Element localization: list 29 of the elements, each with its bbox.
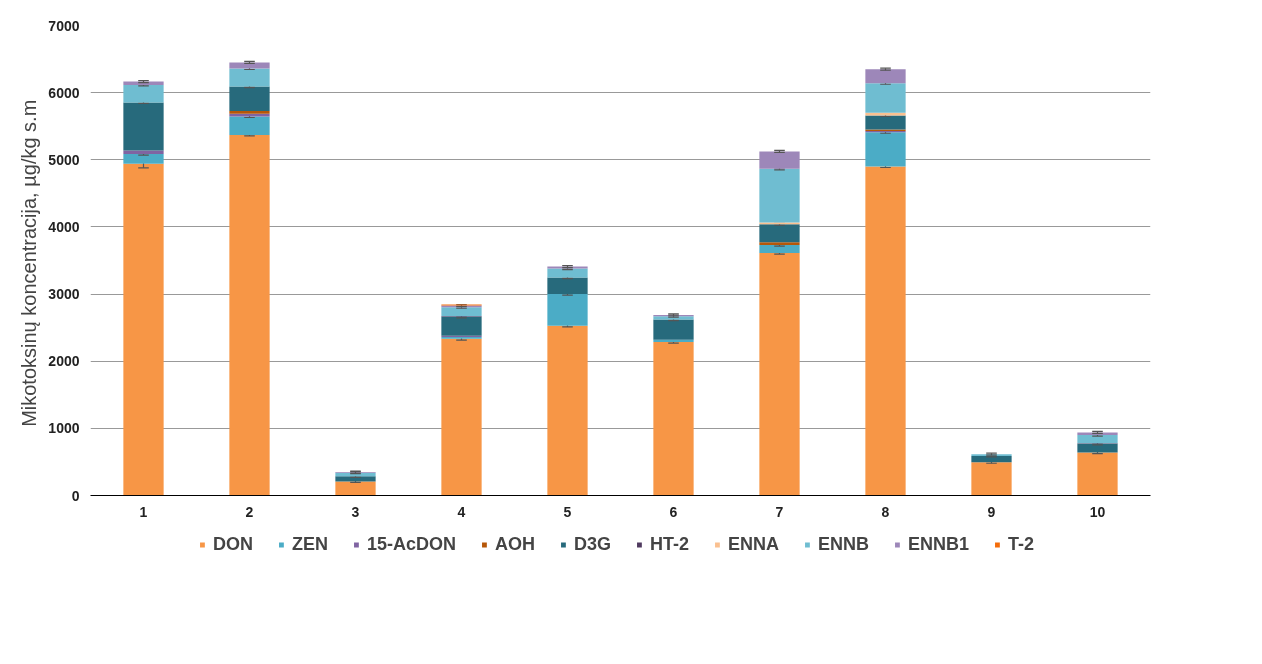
- y-tick-label: 0: [71, 487, 80, 504]
- x-tick-label: 1: [139, 503, 148, 520]
- legend-label: ENNB: [818, 533, 870, 555]
- y-tick-label: 1000: [48, 420, 80, 437]
- x-tick-label: 7: [775, 503, 784, 520]
- x-tick-label: 8: [881, 503, 890, 520]
- legend-label: DON: [212, 533, 253, 555]
- legend-label: HT-2: [649, 533, 689, 555]
- legend-label: ENNA: [728, 533, 780, 555]
- y-tick-label: 6000: [48, 84, 80, 101]
- legend-label: D3G: [573, 533, 611, 555]
- y-tick-label: 2000: [48, 353, 80, 370]
- x-tick-label: 10: [1089, 503, 1106, 520]
- y-axis-title: Mikotoksinų koncentracija, µg/kg s.m: [18, 99, 41, 427]
- x-tick-label: 9: [987, 503, 996, 520]
- x-tick-label: 3: [351, 503, 360, 520]
- x-tick-label: 5: [563, 503, 572, 520]
- legend-label: 15-AcDON: [366, 533, 456, 555]
- y-tick-label: 5000: [48, 151, 80, 168]
- y-tick-label: 7000: [48, 17, 80, 34]
- legend-label: ENNB1: [908, 533, 970, 555]
- y-tick-label: 4000: [48, 218, 80, 235]
- legend-label: T-2: [1008, 533, 1035, 555]
- y-tick-label: 3000: [48, 286, 80, 303]
- x-tick-label: 2: [245, 503, 254, 520]
- x-tick-label: 4: [457, 503, 466, 520]
- legend-label: ZEN: [291, 533, 328, 555]
- x-tick-label: 6: [669, 503, 678, 520]
- legend-label: AOH: [494, 533, 535, 555]
